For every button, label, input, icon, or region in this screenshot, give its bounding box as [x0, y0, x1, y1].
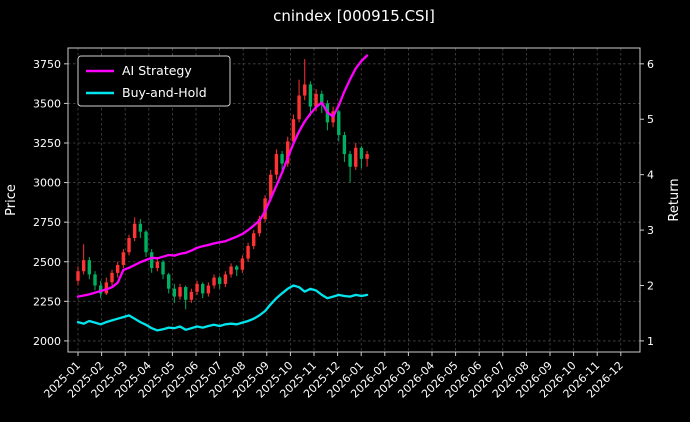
candle-body: [115, 264, 120, 273]
left-tick-label: 2250: [33, 295, 61, 308]
candle-body: [104, 282, 109, 294]
candle-body: [206, 285, 211, 294]
left-tick-label: 3000: [33, 177, 61, 190]
right-tick-label: 2: [647, 279, 654, 292]
candle-body: [218, 277, 222, 284]
candle-body: [274, 154, 279, 175]
candle-body: [172, 288, 177, 297]
candle-body: [337, 111, 341, 136]
candle-body: [166, 274, 171, 289]
candle-body: [280, 154, 284, 164]
left-tick-label: 3750: [33, 58, 61, 71]
left-tick-label: 2000: [33, 335, 61, 348]
right-tick-label: 4: [647, 169, 654, 182]
candle-body: [223, 274, 228, 284]
candle-body: [195, 283, 199, 292]
candle-body: [257, 219, 262, 234]
candle-body: [229, 266, 233, 275]
candle-body: [127, 238, 131, 253]
candle-body: [189, 291, 194, 300]
candle-body: [359, 147, 364, 159]
candle-body: [132, 223, 137, 238]
candle-body: [348, 154, 352, 167]
candle-body: [269, 174, 273, 199]
candle-body: [81, 260, 86, 272]
candle-body: [138, 223, 143, 232]
candle-body: [286, 141, 290, 164]
right-tick-label: 3: [647, 224, 654, 237]
right-tick-label: 6: [647, 58, 654, 71]
left-axis-label: Price: [4, 184, 19, 216]
tick-labels: 2000225025002750300032503500375012345620…: [33, 58, 654, 401]
ai-strategy-line: [76, 54, 369, 298]
candle-body: [155, 261, 160, 269]
candle-body: [144, 231, 148, 253]
candle-body: [161, 261, 165, 275]
left-tick-label: 3500: [33, 97, 61, 110]
candle-body: [184, 287, 188, 300]
candlestick-series: [76, 59, 369, 310]
left-tick-label: 3250: [33, 137, 61, 150]
candle-body: [93, 274, 97, 286]
right-tick-label: 5: [647, 113, 654, 126]
candle-body: [291, 119, 296, 142]
left-tick-label: 2750: [33, 216, 61, 229]
buy-and-hold-line: [76, 284, 369, 332]
grid-lines: [68, 48, 640, 352]
candle-body: [246, 245, 250, 259]
legend-label-buy-and-hold: Buy-and-Hold: [122, 85, 207, 100]
candle-body: [365, 154, 369, 159]
candle-body: [76, 271, 80, 281]
candle-body: [178, 287, 182, 297]
legend: AI Strategy Buy-and-Hold: [77, 55, 231, 107]
candle-body: [252, 233, 256, 246]
candle-body: [87, 260, 92, 275]
right-tick-label: 1: [647, 335, 654, 348]
candle-body: [201, 283, 205, 294]
left-tick-label: 2500: [33, 256, 61, 269]
candle-body: [149, 252, 154, 269]
legend-label-ai-strategy: AI Strategy: [122, 63, 192, 78]
candle-body: [297, 95, 301, 120]
candle-body: [342, 135, 347, 155]
candle-body: [240, 258, 245, 270]
candle-body: [110, 272, 114, 283]
candle-body: [98, 285, 103, 294]
right-axis-label: Return: [667, 178, 682, 221]
candle-body: [314, 93, 318, 107]
plot-border: [67, 47, 641, 353]
candle-body: [212, 277, 216, 286]
candle-body: [308, 84, 313, 107]
candle-body: [320, 93, 324, 104]
candle-body: [303, 84, 307, 96]
candle-body: [121, 252, 126, 265]
chart-title: cnindex [000915.CSI]: [273, 7, 435, 25]
legend-box: [77, 55, 231, 107]
tick-marks: [64, 63, 644, 356]
candle-body: [235, 266, 239, 270]
candle-body: [354, 147, 358, 167]
